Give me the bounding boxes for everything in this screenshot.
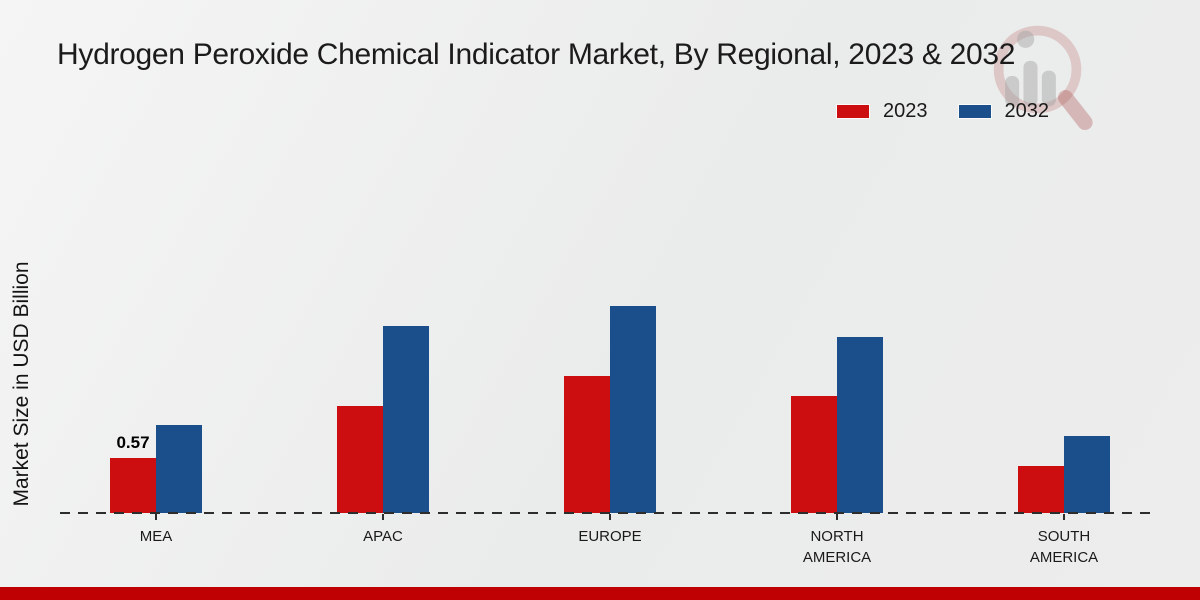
chart-title: Hydrogen Peroxide Chemical Indicator Mar… bbox=[57, 38, 1016, 71]
bar-2023-south-america bbox=[1018, 466, 1064, 513]
legend-label-2023: 2023 bbox=[883, 100, 928, 122]
bar-2023-apac bbox=[337, 406, 383, 513]
axis-tick-europe bbox=[609, 514, 611, 520]
axis-tick-south-america bbox=[1063, 514, 1065, 520]
category-label-europe: EUROPE bbox=[578, 528, 642, 545]
category-label-apac: APAC bbox=[363, 528, 403, 545]
axis-tick-apac bbox=[382, 514, 384, 520]
y-axis-label: Market Size in USD Billion bbox=[10, 261, 33, 507]
bar-2032-south-america bbox=[1064, 436, 1110, 513]
legend: 2023 2032 bbox=[836, 100, 1049, 123]
axis-tick-north-america bbox=[836, 514, 838, 520]
category-label-north-america: NORTH AMERICA bbox=[802, 528, 872, 566]
legend-item-2023: 2023 bbox=[836, 100, 928, 123]
bar-2023-mea bbox=[110, 458, 156, 513]
market-research-future-watermark-icon bbox=[993, 25, 1093, 130]
bar-2032-north-america bbox=[837, 337, 883, 513]
bar-2023-north-america bbox=[791, 396, 837, 513]
bar-2023-europe bbox=[564, 376, 610, 513]
bar-2032-apac bbox=[383, 326, 429, 513]
category-label-south-america: SOUTH AMERICA bbox=[1029, 528, 1099, 566]
legend-label-2032: 2032 bbox=[1004, 100, 1050, 122]
legend-swatch-2023 bbox=[836, 104, 870, 119]
category-label-mea: MEA bbox=[139, 528, 173, 545]
footer-brand-stripe bbox=[0, 587, 1200, 600]
legend-swatch-2032 bbox=[957, 104, 992, 119]
x-axis-baseline bbox=[60, 512, 1158, 514]
legend-item-2032: 2032 bbox=[957, 100, 1050, 123]
bar-2032-mea bbox=[156, 425, 202, 513]
bar-2032-europe bbox=[610, 306, 656, 513]
data-label-2023-mea: 0.57 bbox=[116, 433, 150, 452]
axis-tick-mea bbox=[155, 514, 157, 520]
